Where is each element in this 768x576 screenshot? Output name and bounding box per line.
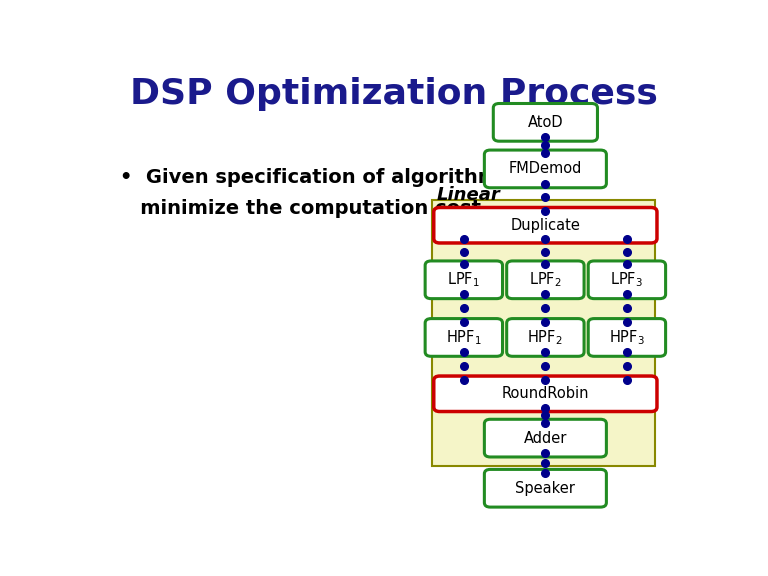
FancyBboxPatch shape (425, 319, 502, 357)
Text: HPF$_3$: HPF$_3$ (609, 328, 645, 347)
FancyBboxPatch shape (493, 104, 598, 141)
Text: minimize the computation cost: minimize the computation cost (120, 199, 481, 218)
Text: Adder: Adder (524, 431, 567, 446)
Text: Speaker: Speaker (515, 481, 575, 496)
Text: DSP Optimization Process: DSP Optimization Process (130, 77, 657, 111)
Text: LPF$_1$: LPF$_1$ (447, 271, 480, 289)
FancyBboxPatch shape (485, 419, 607, 457)
FancyBboxPatch shape (485, 469, 607, 507)
Text: HPF$_2$: HPF$_2$ (528, 328, 563, 347)
FancyBboxPatch shape (434, 207, 657, 243)
Text: HPF$_1$: HPF$_1$ (446, 328, 482, 347)
Text: FMDemod: FMDemod (508, 161, 582, 176)
FancyBboxPatch shape (507, 319, 584, 357)
Text: •  Given specification of algorithm,: • Given specification of algorithm, (120, 168, 505, 187)
FancyBboxPatch shape (485, 150, 607, 188)
Text: AtoD: AtoD (528, 115, 563, 130)
FancyBboxPatch shape (425, 261, 502, 298)
FancyBboxPatch shape (588, 261, 666, 298)
Text: LPF$_2$: LPF$_2$ (529, 271, 562, 289)
Text: Linear: Linear (436, 187, 500, 204)
FancyBboxPatch shape (432, 200, 656, 466)
Text: Duplicate: Duplicate (511, 218, 581, 233)
FancyBboxPatch shape (507, 261, 584, 298)
Text: LPF$_3$: LPF$_3$ (611, 271, 644, 289)
Text: RoundRobin: RoundRobin (502, 386, 589, 401)
FancyBboxPatch shape (588, 319, 666, 357)
FancyBboxPatch shape (434, 376, 657, 411)
